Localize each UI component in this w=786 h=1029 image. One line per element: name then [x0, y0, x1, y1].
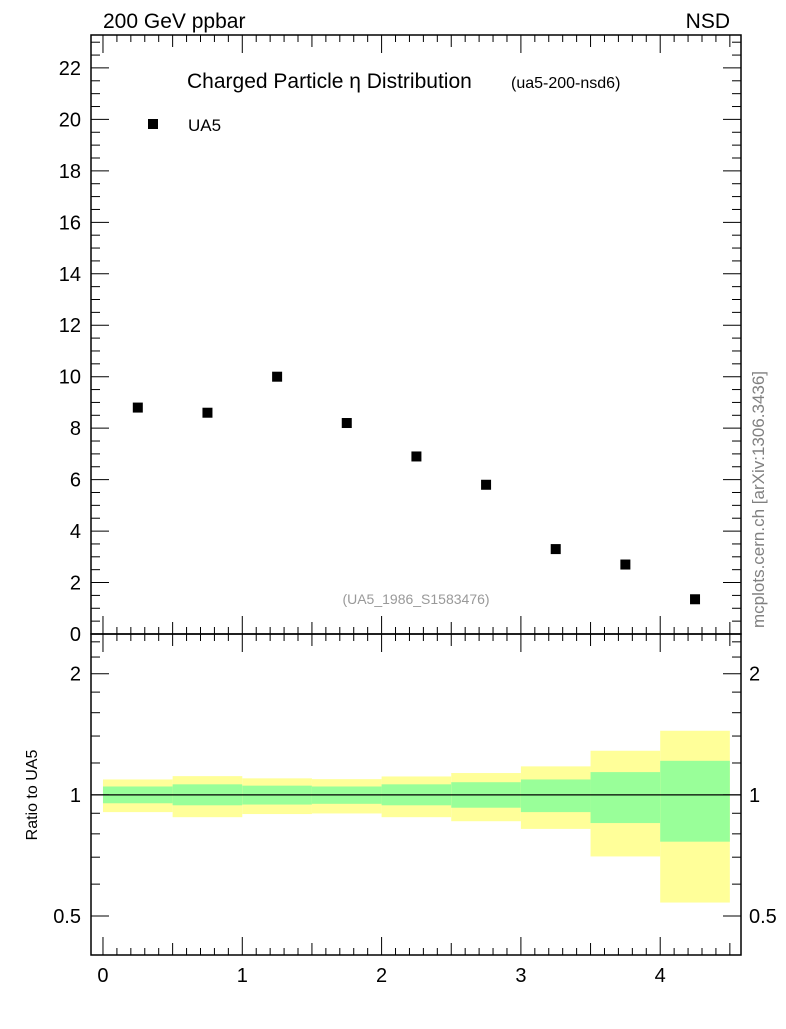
y-tick-label: 4 — [70, 521, 81, 543]
ratio-y-tick-label-left: 2 — [70, 664, 81, 686]
chart-subtitle: (ua5-200-nsd6) — [511, 75, 620, 92]
ratio-y-tick-label-right: 2 — [749, 664, 760, 686]
data-point-ua5 — [341, 418, 352, 429]
watermark: (UA5_1986_S1583476) — [342, 591, 489, 607]
ratio-y-tick-label-left: 0.5 — [53, 906, 81, 928]
y-tick-label: 16 — [59, 212, 81, 234]
x-tick-label: 4 — [655, 965, 666, 987]
data-point-ua5 — [411, 451, 422, 462]
legend-label-ua5: UA5 — [188, 116, 221, 135]
y-tick-label: 8 — [70, 418, 81, 440]
band-inner — [590, 772, 661, 824]
data-point-ua5 — [620, 559, 631, 570]
y-tick-label: 6 — [70, 470, 81, 492]
chart-title: Charged Particle η Distribution — [187, 70, 472, 93]
data-point-ua5 — [481, 479, 492, 490]
band-inner — [520, 779, 591, 813]
ratio-y-tick-label-right: 1 — [749, 785, 760, 807]
y-tick-label: 18 — [59, 161, 81, 183]
x-tick-label: 3 — [515, 965, 526, 987]
ratio-panel: 0.5 0.5 1 1 2 2 0 1 2 3 4 — [53, 633, 777, 987]
y-tick-label: 10 — [59, 367, 81, 389]
y-tick-label: 12 — [59, 315, 81, 337]
ratio-y-tick-label-right: 0.5 — [749, 906, 777, 928]
x-tick-label: 0 — [97, 965, 108, 987]
data-point-ua5 — [202, 407, 213, 418]
y-tick-label: 0 — [70, 624, 81, 646]
header-left: 200 GeV ppbar — [103, 10, 245, 33]
data-point-ua5 — [550, 544, 561, 555]
side-label: mcplots.cern.ch [arXiv:1306.3436] — [749, 371, 768, 628]
x-tick-label: 2 — [376, 965, 387, 987]
data-point-ua5 — [272, 371, 283, 382]
legend-marker-ua5 — [148, 119, 158, 129]
band-inner — [660, 760, 730, 842]
data-point-ua5 — [690, 594, 701, 605]
y-tick-label: 14 — [59, 264, 81, 286]
y-tick-label: 22 — [59, 58, 81, 80]
x-tick-label: 1 — [237, 965, 248, 987]
main-panel: 0 2 4 6 8 10 12 14 16 18 20 22 — [59, 34, 742, 646]
ratio-ylabel: Ratio to UA5 — [24, 750, 41, 841]
ratio-y-tick-label-left: 1 — [70, 785, 81, 807]
y-tick-label: 20 — [59, 109, 81, 131]
data-point-ua5 — [132, 402, 143, 413]
header-right: NSD — [686, 10, 730, 33]
y-tick-label: 2 — [70, 573, 81, 595]
